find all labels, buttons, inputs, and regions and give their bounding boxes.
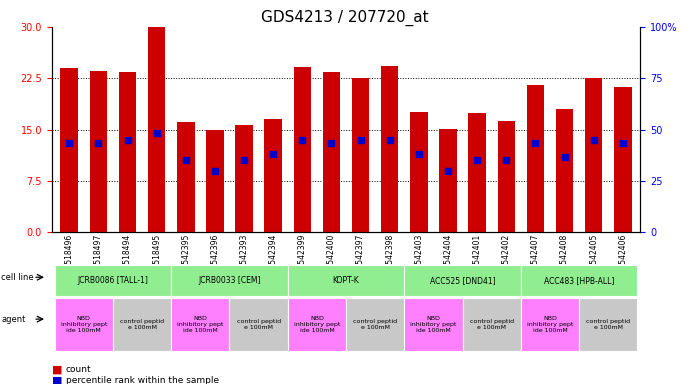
- Text: NBD
inhibitory pept
ide 100mM: NBD inhibitory pept ide 100mM: [61, 316, 107, 333]
- Text: KOPT-K: KOPT-K: [333, 276, 359, 285]
- Bar: [293, 66, 311, 232]
- Text: control peptid
e 100mM: control peptid e 100mM: [353, 319, 397, 330]
- Text: GDS4213 / 207720_at: GDS4213 / 207720_at: [262, 10, 428, 26]
- Bar: [177, 122, 195, 232]
- Text: ACC525 [DND41]: ACC525 [DND41]: [430, 276, 495, 285]
- Text: ■: ■: [52, 375, 62, 384]
- Text: percentile rank within the sample: percentile rank within the sample: [66, 376, 219, 384]
- Bar: [264, 119, 282, 232]
- Bar: [206, 130, 224, 232]
- Bar: [410, 112, 428, 232]
- Text: NBD
inhibitory pept
ide 100mM: NBD inhibitory pept ide 100mM: [526, 316, 573, 333]
- Bar: [497, 121, 515, 232]
- Text: control peptid
e 100mM: control peptid e 100mM: [586, 319, 631, 330]
- Text: NBD
inhibitory pept
ide 100mM: NBD inhibitory pept ide 100mM: [411, 316, 457, 333]
- Bar: [148, 27, 166, 232]
- Text: control peptid
e 100mM: control peptid e 100mM: [470, 319, 514, 330]
- Bar: [440, 129, 457, 232]
- Text: count: count: [66, 365, 91, 374]
- Bar: [381, 66, 399, 232]
- Bar: [556, 109, 573, 232]
- Text: control peptid
e 100mM: control peptid e 100mM: [120, 319, 164, 330]
- Text: NBD
inhibitory pept
ide 100mM: NBD inhibitory pept ide 100mM: [294, 316, 340, 333]
- Bar: [614, 87, 631, 232]
- Text: JCRB0033 [CEM]: JCRB0033 [CEM]: [198, 276, 261, 285]
- Bar: [235, 125, 253, 232]
- Bar: [526, 85, 544, 232]
- Bar: [323, 72, 340, 232]
- Bar: [90, 71, 107, 232]
- Text: control peptid
e 100mM: control peptid e 100mM: [237, 319, 281, 330]
- Text: agent: agent: [1, 314, 26, 324]
- Text: NBD
inhibitory pept
ide 100mM: NBD inhibitory pept ide 100mM: [177, 316, 224, 333]
- Text: cell line: cell line: [1, 273, 34, 282]
- Text: ACC483 [HPB-ALL]: ACC483 [HPB-ALL]: [544, 276, 614, 285]
- Bar: [585, 78, 602, 232]
- Text: ■: ■: [52, 364, 62, 374]
- Bar: [469, 113, 486, 232]
- Text: JCRB0086 [TALL-1]: JCRB0086 [TALL-1]: [77, 276, 148, 285]
- Bar: [61, 68, 78, 232]
- Bar: [119, 72, 136, 232]
- Bar: [352, 78, 369, 232]
